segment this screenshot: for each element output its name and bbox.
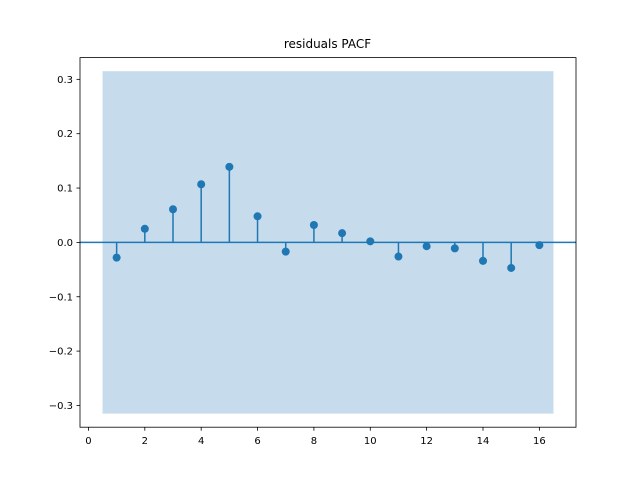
x-tick-label: 10 <box>364 436 377 447</box>
marker-lag-15 <box>507 263 516 272</box>
marker-lag-4 <box>197 180 206 189</box>
marker-lag-12 <box>422 242 431 251</box>
marker-lag-10 <box>366 237 375 246</box>
x-tick-label: 12 <box>420 436 433 447</box>
marker-lag-8 <box>309 221 318 230</box>
y-tick-label: −0.2 <box>49 347 73 358</box>
marker-lag-5 <box>225 162 234 171</box>
x-tick-label: 8 <box>311 436 317 447</box>
x-tick-label: 4 <box>198 436 204 447</box>
marker-lag-3 <box>169 205 177 214</box>
marker-lag-2 <box>140 224 149 233</box>
marker-lag-14 <box>479 256 487 265</box>
marker-lag-11 <box>394 252 403 261</box>
y-tick-label: 0.3 <box>57 75 73 86</box>
x-tick-label: 14 <box>477 436 490 447</box>
x-tick-label: 2 <box>142 436 148 447</box>
y-tick-label: −0.1 <box>49 292 73 303</box>
marker-lag-9 <box>338 229 347 238</box>
x-tick-label: 0 <box>85 436 91 447</box>
marker-lag-7 <box>281 247 290 256</box>
y-tick-label: −0.3 <box>49 401 73 412</box>
chart-title: residuals PACF <box>284 37 371 51</box>
marker-lag-1 <box>112 253 121 262</box>
marker-lag-6 <box>253 212 262 221</box>
y-tick-label: 0.1 <box>57 184 73 195</box>
y-tick-label: 0.2 <box>57 129 73 140</box>
x-tick-label: 6 <box>254 436 260 447</box>
marker-lag-13 <box>450 244 459 253</box>
x-tick-label: 16 <box>533 436 546 447</box>
marker-lag-16 <box>535 241 544 250</box>
y-tick-label: 0.0 <box>57 238 73 249</box>
